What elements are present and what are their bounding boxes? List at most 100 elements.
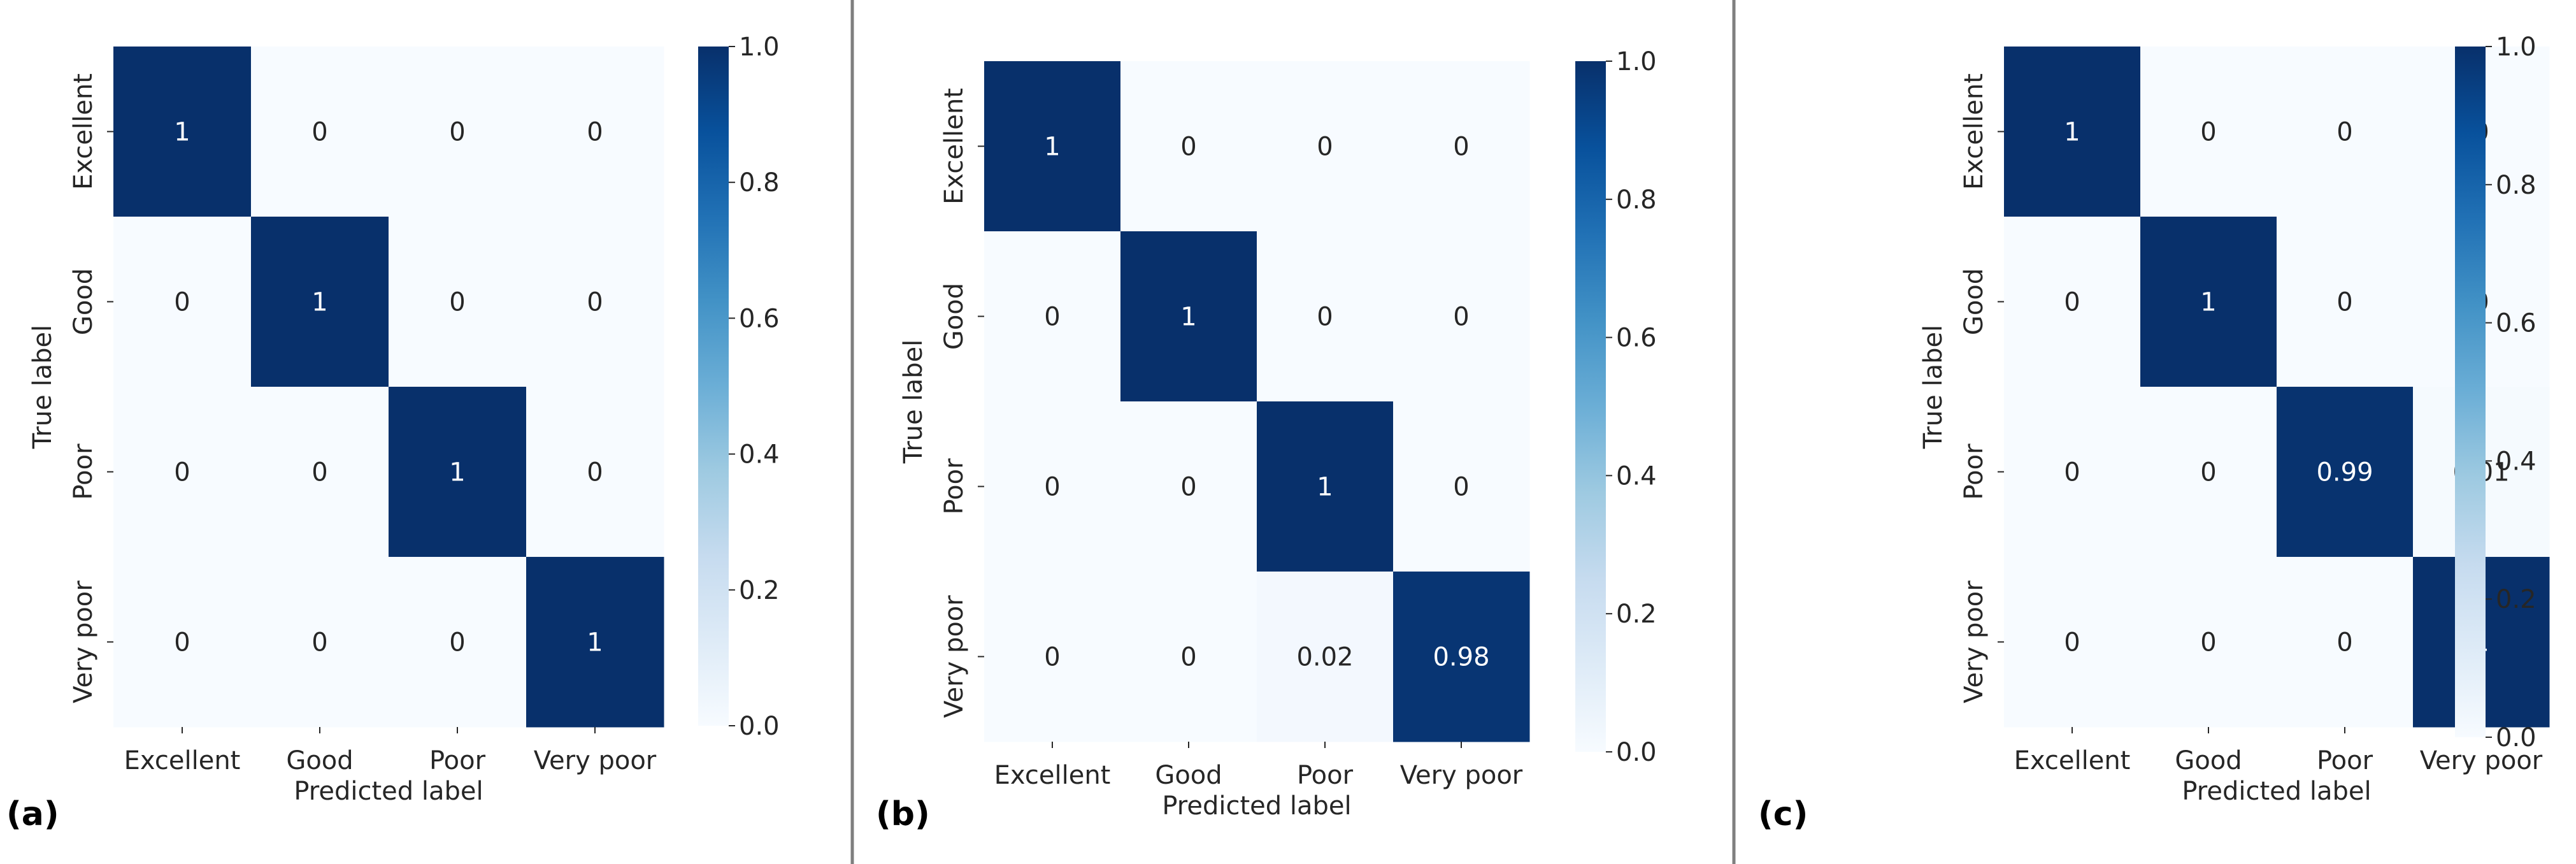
heatmap-cell-good-poor [1257,231,1394,402]
colorbar-tick-label: 1.0 [1616,47,1657,76]
x-tick-label-excellent: Excellent [124,746,241,775]
y-tick-label-excellent: Excellent [940,88,969,205]
confusion-matrix-panel-2: 1 0 0 0 0 1 0 0 0 0 1 0 0 0 0.02 0.98 Excellent Good Poor V… [876,47,1657,833]
heatmap-cell-excellent-poor [389,47,527,217]
cell-annotation: 0.99 [2316,458,2373,487]
y-tick-label-poor: Poor [69,443,98,500]
cell-annotation: 0 [174,458,190,487]
colorbar-tick-label: 0.8 [2496,171,2537,200]
panel-label: (a) [6,795,59,833]
colorbar-tick-label: 0.4 [1616,461,1657,491]
colorbar-tick-label: 0.8 [1616,185,1657,215]
confusion-matrix-panel-1: 1 0 0 0 0 1 0 0 0 0 1 0 0 0 0 1 Excellent Good Poor Very po… [6,32,780,833]
x-tick-label-poor: Poor [429,746,486,775]
heatmap-cell-poor-very-poor [526,387,664,558]
cell-annotation: 0 [587,458,603,487]
y-tick-label-excellent: Excellent [1959,73,1989,190]
heatmap-cell-excellent-good [1120,61,1257,232]
cell-annotation: 1 [2200,288,2216,317]
heatmap-cell-poor-very-poor [1393,401,1530,572]
heatmap-cell-good-poor [389,217,527,387]
y-tick-label-good: Good [69,268,98,335]
heatmap-cell-good-very-poor [1393,231,1530,402]
x-tick-label-poor: Poor [2317,746,2373,775]
y-tick-label-very-poor: Very poor [69,580,98,703]
cell-annotation: 0 [174,288,190,317]
cell-annotation: 0 [449,118,465,147]
cell-annotation: 1 [1044,133,1060,162]
heatmap-cell-excellent-good [2140,47,2277,217]
heatmap-cell-poor-poor [2277,387,2414,558]
heatmap-cell-excellent-good [251,47,389,217]
heatmap-cell-poor-excellent [984,401,1121,572]
cell-annotation: 0 [2200,458,2216,487]
y-tick-label-good: Good [1959,268,1989,335]
heatmap-cell-very-poor-poor [389,557,527,728]
colorbar-tick-label: 0.6 [1616,324,1657,353]
cell-annotation: 0.02 [1296,643,1353,672]
colorbar-tick-label: 0.2 [739,576,780,605]
x-tick-label-very-poor: Very poor [534,746,657,775]
x-tick-label-good: Good [2175,746,2242,775]
heatmap-cell-good-poor [2277,217,2414,387]
colorbar-tick-label: 0.0 [2496,723,2537,752]
cell-annotation: 0 [2064,628,2080,658]
cell-annotation: 0 [1453,303,1469,332]
cell-annotation: 1 [587,628,603,658]
y-tick-label-good: Good [940,283,969,350]
panel-label: (b) [876,795,930,833]
heatmap-cell-very-poor-excellent [2004,557,2141,728]
cell-annotation: 1 [174,118,190,147]
cell-annotation: 0 [1044,303,1060,332]
y-axis-label: True label [1919,325,1948,449]
y-tick-label-very-poor: Very poor [1959,580,1989,703]
y-tick-label-very-poor: Very poor [940,595,969,718]
x-tick-label-poor: Poor [1297,761,1354,790]
x-tick-label-very-poor: Very poor [2420,746,2543,775]
x-tick-label-very-poor: Very poor [1400,761,1523,790]
heatmap-cell-good-good [1120,231,1257,402]
cell-annotation: 0 [2336,288,2352,317]
cell-annotation: 0 [1317,303,1333,332]
cell-annotation: 0 [1044,643,1060,672]
cell-annotation: 1 [2064,118,2080,147]
cell-annotation: 0 [1180,643,1196,672]
x-tick-label-excellent: Excellent [2014,746,2131,775]
heatmap-cell-poor-excellent [113,387,252,558]
colorbar-tick-label: 0.0 [739,712,780,741]
heatmap-cell-excellent-poor [2277,47,2414,217]
heatmap-cell-excellent-excellent [2004,47,2141,217]
heatmap-cell-excellent-poor [1257,61,1394,232]
confusion-matrix-panel-3: 10000100000.990.010001ExcellentGoodPoorV… [1758,32,2550,833]
heatmap-cell-good-excellent [2004,217,2141,387]
heatmap-cell-very-poor-very-poor [1393,572,1530,742]
cell-annotation: 0 [174,628,190,658]
cell-annotation: 1 [311,288,327,317]
cell-annotation: 0 [1317,133,1333,162]
x-tick-label-excellent: Excellent [994,761,1111,790]
x-tick-label-good: Good [1155,761,1222,790]
panel-label: (c) [1758,795,1808,833]
colorbar-tick-label: 0.2 [1616,600,1657,629]
cell-annotation: 0 [2200,118,2216,147]
cell-annotation: 0 [587,288,603,317]
x-axis-label: Predicted label [294,777,483,806]
heatmap-cell-excellent-very-poor [1393,61,1530,232]
colorbar-tick-label: 0.4 [739,440,780,470]
cell-annotation: 0 [311,118,327,147]
heatmap-cell-excellent-excellent [113,47,252,217]
cell-annotation: 0 [1180,473,1196,502]
colorbar-tick-label: 0.6 [739,304,780,333]
heatmap-cell-excellent-very-poor [526,47,664,217]
x-tick-label-good: Good [286,746,353,775]
x-axis-label: Predicted label [1162,791,1351,821]
cell-annotation: 0 [587,118,603,147]
colorbar-tick-label: 0.6 [2496,309,2537,338]
heatmap-cell-poor-excellent [2004,387,2141,558]
colorbar-tick-label: 1.0 [739,32,780,62]
heatmap-cell-poor-good [251,387,389,558]
cell-annotation: 0 [311,628,327,658]
heatmap-cell-very-poor-very-poor [526,557,664,728]
heatmap-cell-poor-poor [1257,401,1394,572]
